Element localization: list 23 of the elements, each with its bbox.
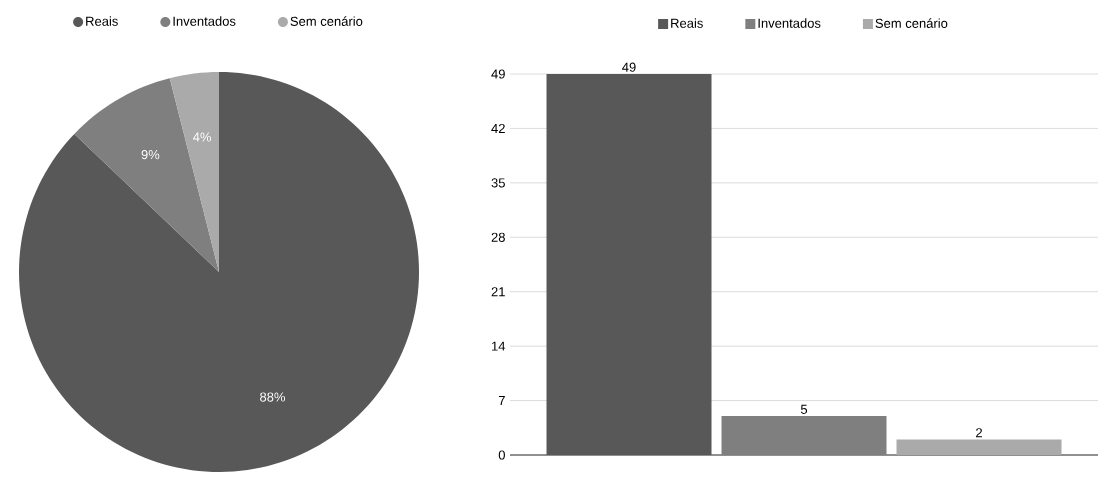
legend-label: Inventados [758, 18, 821, 28]
y-tick-label: 49 [491, 69, 505, 79]
bar [721, 416, 887, 455]
y-tick-label: 14 [492, 341, 506, 351]
data-label: 5 [800, 404, 808, 414]
y-tick-label: 0 [498, 450, 505, 460]
legend-label: Reais [671, 18, 703, 28]
data-label: 4% [193, 132, 212, 142]
legend-label: Sem cenário [875, 18, 948, 28]
bar [546, 74, 712, 455]
y-tick-label: 21 [491, 287, 505, 297]
y-tick-label: 42 [491, 123, 505, 133]
data-label: 2 [976, 428, 982, 438]
legend-label: Sem cenário [290, 16, 363, 26]
y-tick-label: 7 [498, 396, 505, 406]
legend-label: Reais [86, 16, 118, 26]
y-tick-label: 35 [491, 178, 505, 188]
data-label: 88% [260, 392, 286, 402]
bar [896, 439, 1062, 455]
data-label: 49 [622, 62, 636, 72]
y-tick-label: 28 [491, 232, 505, 242]
legend-label: Inventados [173, 16, 236, 26]
data-label: 9% [141, 149, 160, 160]
